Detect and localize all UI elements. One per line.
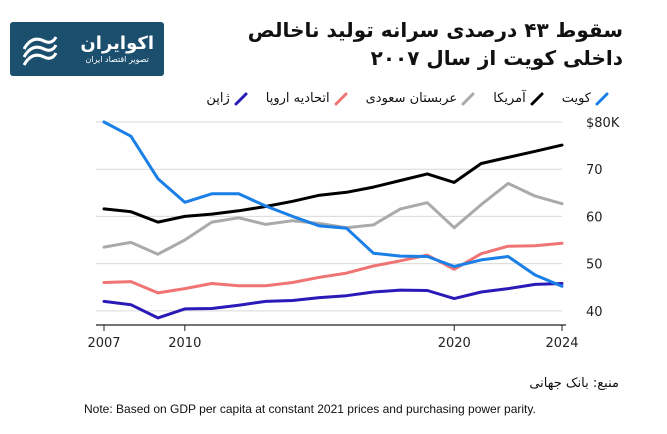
footnote: Note: Based on GDP per capita at constan… <box>84 402 536 416</box>
y-tick-label: 40 <box>586 305 603 320</box>
x-tick-label: 2010 <box>168 336 201 351</box>
series-line-1 <box>104 122 562 286</box>
y-tick-label: $80K <box>586 116 620 131</box>
y-tick-label: 50 <box>586 258 603 273</box>
x-tick-label: 2020 <box>438 336 471 351</box>
source-text: منبع: بانک جهانی <box>529 376 619 391</box>
x-tick-label: 2024 <box>545 336 578 351</box>
y-tick-label: 60 <box>586 210 603 225</box>
y-tick-label: 70 <box>586 163 603 178</box>
x-tick-label: 2007 <box>87 336 120 351</box>
series-line-5 <box>104 284 562 318</box>
line-chart: 40 50 60 70 $80K 2007 2010 2020 2024 <box>0 0 667 434</box>
series-line-4 <box>104 243 562 293</box>
series-line-2 <box>104 145 562 222</box>
